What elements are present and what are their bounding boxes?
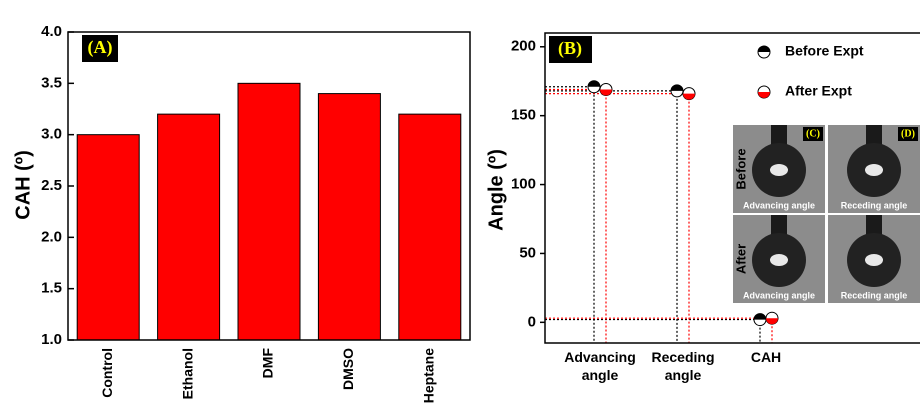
y-tick-label: 150 <box>511 107 536 124</box>
bar <box>238 83 300 340</box>
x-tick-label: Ethanol <box>179 348 195 399</box>
x-tick-label: Control <box>99 348 115 398</box>
x-tick-label: Advancing angle <box>555 348 645 384</box>
marker <box>766 312 778 324</box>
x-tick-label: Receding angle <box>638 348 728 384</box>
y-axis-label: CAH (º) <box>12 150 34 220</box>
x-tick-label: DMSO <box>340 348 356 390</box>
bar <box>77 135 139 340</box>
droplet-highlight <box>865 164 883 176</box>
photo-label: (C) <box>806 128 820 139</box>
x-tick-label: CAH <box>741 348 791 366</box>
marker-half <box>588 81 600 87</box>
bar <box>399 114 461 340</box>
annotation: (A) <box>88 37 113 58</box>
legend-label: After Expt <box>785 83 852 99</box>
marker-half <box>758 92 770 98</box>
y-tick-label: 50 <box>519 244 536 261</box>
y-tick-label: 1.5 <box>41 280 62 297</box>
marker <box>758 46 770 58</box>
marker-half <box>754 314 766 320</box>
droplet-highlight <box>770 254 788 266</box>
marker <box>671 85 683 97</box>
photo-caption: Receding angle <box>841 290 908 300</box>
row-label: After <box>733 244 748 274</box>
photo-caption: Advancing angle <box>743 290 815 300</box>
marker <box>683 88 695 100</box>
marker-half <box>766 318 778 324</box>
y-tick-label: 3.0 <box>41 126 62 143</box>
annotation: (B) <box>558 38 582 59</box>
marker-half <box>600 89 612 95</box>
y-tick-label: 0 <box>528 313 536 330</box>
y-tick-label: 200 <box>511 38 536 55</box>
legend-label: Before Expt <box>785 43 864 59</box>
marker <box>588 81 600 93</box>
y-tick-label: 2.0 <box>41 228 62 245</box>
marker-half <box>758 46 770 52</box>
marker-half <box>683 94 695 100</box>
y-tick-label: 2.5 <box>41 177 62 194</box>
x-tick-label: Heptane <box>421 348 437 403</box>
row-label: Before <box>733 148 748 189</box>
photo-caption: Advancing angle <box>743 200 815 210</box>
bar <box>318 94 380 340</box>
y-tick-label: 1.0 <box>41 331 62 348</box>
y-axis-label: Angle (º) <box>485 149 507 231</box>
bar <box>158 114 220 340</box>
droplet-highlight <box>770 164 788 176</box>
droplet-highlight <box>865 254 883 266</box>
photo-caption: Receding angle <box>841 200 908 210</box>
marker-half <box>671 85 683 91</box>
marker <box>600 83 612 95</box>
y-tick-label: 3.5 <box>41 74 62 91</box>
y-tick-label: 4.0 <box>41 23 62 40</box>
figure: CAH (º) Angle (º) 1.0 1.5 2.0 2.5 3.0 3.5 4.0 C… <box>0 0 921 415</box>
marker <box>754 314 766 326</box>
x-tick-label: DMF <box>260 348 276 379</box>
marker <box>758 86 770 98</box>
y-tick-label: 100 <box>511 176 536 193</box>
photo-label: (D) <box>901 128 915 139</box>
